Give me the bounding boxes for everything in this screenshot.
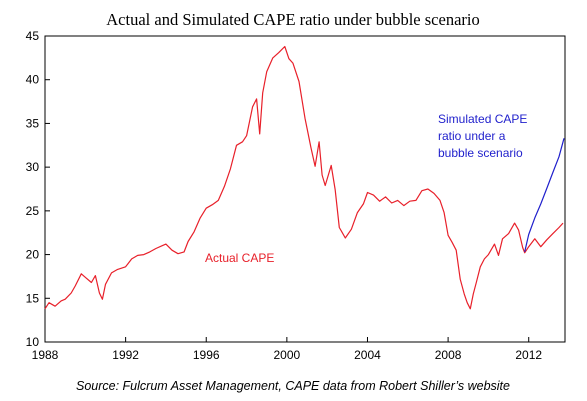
chart-title: Actual and Simulated CAPE ratio under bu…: [106, 10, 479, 29]
y-tick-label: 10: [26, 335, 40, 349]
series-label-line: Actual CAPE: [205, 251, 274, 265]
series-label-line: bubble scenario: [438, 146, 523, 160]
y-tick-label: 15: [26, 291, 40, 305]
y-tick-label: 20: [26, 248, 40, 262]
series-line-0: [44, 45, 564, 310]
y-tick-label: 25: [26, 204, 40, 218]
source-note: Source: Fulcrum Asset Management, CAPE d…: [76, 379, 510, 393]
series-label-line: Simulated CAPE: [438, 112, 527, 126]
axes: 10 15 20 25 30 35 40 45 1988 1992 1996 2000 2004 2008…: [26, 29, 566, 362]
series-labels: Actual CAPE Simulated CAPE ratio under a bu…: [205, 112, 527, 265]
y-tick-label: 35: [26, 116, 40, 130]
x-tick-label: 1988: [32, 348, 59, 362]
y-tick-label: 40: [26, 73, 40, 87]
x-tick-label: 2004: [354, 348, 381, 362]
y-tick-label: 45: [26, 29, 40, 43]
x-tick-label: 2000: [274, 348, 301, 362]
series-label-0: Actual CAPE: [205, 251, 274, 265]
y-tick-label: 30: [26, 160, 40, 174]
plot-frame: [44, 35, 566, 343]
x-tick-label: 1996: [193, 348, 220, 362]
series-label-line: ratio under a: [438, 129, 506, 143]
x-tick-label: 2012: [515, 348, 542, 362]
series-line-1: [524, 138, 565, 253]
series-layer: [44, 45, 565, 310]
series-label-1: Simulated CAPE ratio under a bubble scenar…: [438, 112, 527, 160]
x-tick-label: 2008: [435, 348, 462, 362]
x-tick-label: 1992: [112, 348, 139, 362]
